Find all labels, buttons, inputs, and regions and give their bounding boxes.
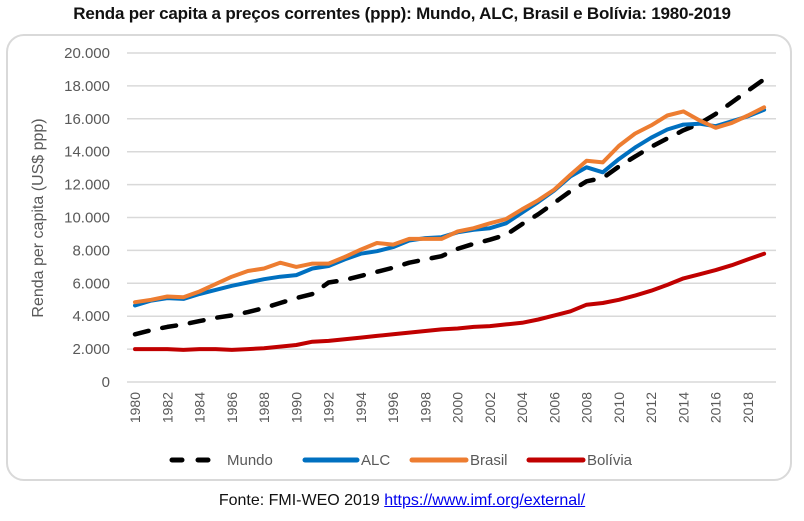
- chart-frame: [6, 34, 792, 481]
- series-lines: [132, 77, 767, 352]
- y-tick-label: 8.000: [72, 242, 110, 259]
- y-tick-label: 2.000: [72, 341, 110, 358]
- x-tick-label: 1990: [288, 392, 304, 423]
- x-tick-label: 2012: [643, 392, 659, 423]
- y-tick-label: 6.000: [72, 275, 110, 292]
- chart-title: Renda per capita a preços correntes (ppp…: [73, 4, 731, 23]
- x-tick-label: 1986: [224, 392, 240, 423]
- y-tick-label: 18.000: [64, 78, 110, 95]
- y-axis-ticks: 0 2.000 4.000 6.000 8.000 10.000 12.000 14.000 1…: [64, 45, 110, 391]
- x-tick-label: 1994: [353, 392, 369, 423]
- legend-label: ALC: [361, 452, 390, 469]
- series-line-mundo: [132, 77, 767, 337]
- y-tick-label: 12.000: [64, 177, 110, 194]
- source-link[interactable]: https://www.imf.org/external/: [384, 492, 586, 509]
- x-tick-label: 2018: [740, 392, 756, 423]
- x-tick-label: 1982: [159, 392, 175, 423]
- source-text: Fonte: FMI-WEO 2019: [218, 492, 385, 509]
- gridlines: [127, 52, 776, 383]
- series-line-bolvia: [133, 251, 767, 352]
- y-axis-label: Renda per capita (US$ ppp): [30, 118, 47, 317]
- x-tick-label: 2016: [708, 392, 724, 423]
- y-tick-label: 10.000: [64, 210, 110, 227]
- x-tick-label: 2006: [546, 392, 562, 423]
- legend: Mundo ALC Brasil Bolívia: [169, 452, 633, 469]
- y-tick-label: 4.000: [72, 308, 110, 325]
- x-tick-label: 2010: [611, 392, 627, 423]
- x-tick-label: 2014: [675, 392, 691, 423]
- y-tick-label: 14.000: [64, 144, 110, 161]
- x-tick-label: 2000: [450, 392, 466, 423]
- x-tick-label: 2004: [514, 392, 530, 423]
- y-tick-label: 20.000: [64, 45, 110, 62]
- x-axis-ticks: 1980 1982 1984 1986 1988 1990 1992 1994 1996 1998…: [127, 392, 756, 423]
- x-tick-label: 1998: [417, 392, 433, 423]
- y-tick-label: 0: [102, 374, 110, 391]
- x-tick-label: 1988: [256, 392, 272, 423]
- legend-label: Mundo: [227, 452, 273, 469]
- legend-label: Brasil: [470, 452, 508, 469]
- x-tick-label: 1980: [127, 392, 143, 423]
- series-line-brasil: [133, 105, 767, 305]
- x-tick-label: 1992: [321, 392, 337, 423]
- x-tick-label: 1984: [192, 392, 208, 423]
- source-note: Fonte: FMI-WEO 2019 https://www.imf.org/…: [0, 492, 804, 510]
- x-tick-label: 1996: [385, 392, 401, 423]
- x-tick-label: 2008: [579, 392, 595, 423]
- x-tick-label: 2002: [482, 392, 498, 423]
- legend-label: Bolívia: [587, 452, 633, 469]
- y-tick-label: 16.000: [64, 111, 110, 128]
